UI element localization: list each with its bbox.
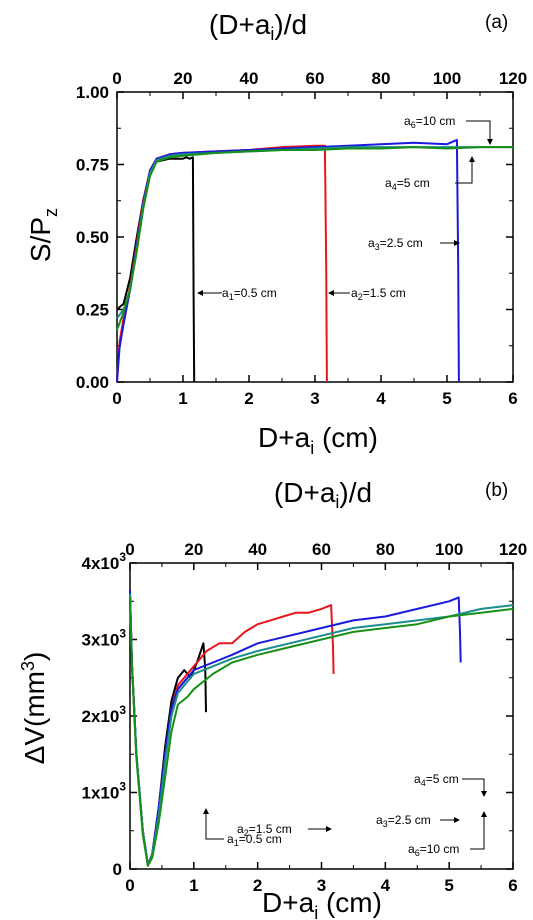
- annotation-a2-arrowhead: [328, 290, 334, 296]
- panel-b-series: [129, 589, 514, 867]
- annotation-a4: a4=5 cm: [385, 156, 475, 192]
- series-line-a1.5: [129, 593, 335, 867]
- annotation-b1-label: a1=0.5 cm: [227, 832, 282, 848]
- annotation-b6-arrow: [470, 815, 485, 850]
- y-tick-label: 2x103: [81, 703, 126, 726]
- series-line-a10: [129, 597, 514, 867]
- y-tick-label: 1.00: [76, 83, 109, 102]
- annotation-a2-label: a2=1.5 cm: [351, 286, 406, 302]
- annotation-b3: a3=2.5 cm: [376, 813, 460, 829]
- annotation-a1-label: a1=0.5 cm: [222, 286, 277, 302]
- x-tick-label: 6: [508, 876, 517, 895]
- annotation-a6-arrow: [466, 120, 491, 140]
- annotation-b3-arrowhead: [454, 817, 460, 823]
- series-line-a10: [116, 146, 513, 331]
- panel-b-label: (b): [485, 480, 508, 501]
- annotation-a2: a2=1.5 cm: [328, 286, 406, 302]
- x-tick-label: 3: [317, 876, 326, 895]
- annotation-a4-arrowhead: [469, 156, 475, 162]
- annotation-b4-arrowhead: [481, 791, 487, 797]
- x-tick-label: 0: [112, 389, 121, 408]
- y-tick-label: 4x103: [81, 550, 126, 573]
- annotation-a4-arrow: [455, 160, 473, 184]
- panel-a-label: (a): [485, 12, 508, 33]
- annotation-a6-arrowhead: [487, 139, 493, 145]
- x-tick-label: 5: [444, 876, 453, 895]
- y-tick-label: 0.75: [76, 156, 109, 175]
- annotation-b6-arrowhead: [481, 811, 487, 817]
- x2-tick-label: 0: [112, 69, 121, 88]
- y-tick-label: 0.00: [76, 373, 109, 392]
- annotation-a6: a6=10 cm: [404, 114, 493, 145]
- annotation-b6: a6=10 cm: [408, 811, 487, 858]
- x-tick-label: 2: [253, 876, 262, 895]
- y-tick-label: 0.25: [76, 301, 109, 320]
- panel-b: (D+ai)/d (b) ΔV(mm3) 0012024036048051006…: [18, 477, 527, 920]
- y-tick-label: 3x103: [81, 627, 126, 650]
- panel-a-x2-label: (D+ai)/d: [209, 9, 307, 44]
- annotation-b2-label: a2=1.5 cm: [237, 822, 292, 838]
- x-tick-label: 4: [381, 876, 391, 895]
- series-line-a5: [129, 593, 514, 867]
- annotation-a1-arrowhead: [197, 290, 203, 296]
- annotation-b2: a2=1.5 cm: [237, 822, 332, 838]
- x-tick-label: 6: [508, 389, 517, 408]
- x2-tick-label: 80: [376, 540, 395, 559]
- x-tick-label: 2: [244, 389, 253, 408]
- annotation-b4-arrow: [462, 778, 485, 792]
- x2-tick-label: 20: [184, 540, 203, 559]
- x2-tick-label: 100: [435, 540, 463, 559]
- annotation-a3-arrowhead: [454, 240, 460, 246]
- y-tick-label: 0.50: [76, 228, 109, 247]
- series-line-a5: [116, 146, 513, 319]
- annotation-a3: a3=2.5 cm: [368, 236, 460, 252]
- panel-b-x2-label: (D+ai)/d: [274, 477, 372, 512]
- x-tick-label: 0: [125, 876, 134, 895]
- annotation-b1: a1=0.5 cm: [203, 808, 282, 848]
- x2-tick-label: 120: [499, 69, 527, 88]
- x-tick-label: 4: [376, 389, 386, 408]
- x-tick-label: 3: [310, 389, 319, 408]
- panel-a-ticks: 00120240360480510061200.000.250.500.751.…: [76, 69, 527, 408]
- annotation-b3-label: a3=2.5 cm: [376, 813, 431, 829]
- panel-a-x-label: D+ai (cm): [258, 422, 378, 458]
- series-line-a0.5: [116, 156, 196, 383]
- y-tick-label: 1x103: [81, 780, 126, 803]
- annotation-b4: a4=5 cm: [414, 772, 487, 797]
- y-tick-label: 0: [113, 860, 122, 879]
- x2-tick-label: 40: [240, 69, 259, 88]
- annotation-b1-arrow: [205, 812, 224, 840]
- x2-tick-label: 120: [499, 540, 527, 559]
- panel-a: (D+ai)/d (a) S/Pz 0012024036048051006120…: [25, 9, 527, 458]
- annotation-b6-label: a6=10 cm: [408, 842, 459, 858]
- panel-a-y-label: S/Pz: [25, 208, 61, 262]
- x-tick-label: 1: [189, 876, 198, 895]
- panel-a-series: [116, 138, 513, 383]
- annotation-a4-label: a4=5 cm: [385, 176, 430, 192]
- annotation-b2-arrowhead: [326, 826, 332, 832]
- annotation-b1-arrowhead: [203, 808, 209, 814]
- x2-tick-label: 80: [372, 69, 391, 88]
- panel-a-plot-frame: [116, 91, 514, 383]
- x2-tick-label: 40: [248, 540, 267, 559]
- x2-tick-label: 100: [433, 69, 461, 88]
- panel-b-ticks: 001202403604805100612001x1032x1033x1034x…: [81, 540, 527, 895]
- x2-tick-label: 0: [125, 540, 134, 559]
- x2-tick-label: 20: [174, 69, 193, 88]
- annotation-a6-label: a6=10 cm: [404, 114, 455, 130]
- x2-tick-label: 60: [306, 69, 325, 88]
- x-tick-label: 5: [442, 389, 451, 408]
- panel-b-x-label: D+ai (cm): [262, 887, 382, 920]
- annotation-a3-label: a3=2.5 cm: [368, 236, 423, 252]
- annotation-b4-label: a4=5 cm: [414, 772, 459, 788]
- x2-tick-label: 60: [312, 540, 331, 559]
- annotation-a1: a1=0.5 cm: [197, 286, 277, 302]
- x-tick-label: 1: [178, 389, 187, 408]
- panel-b-y-label: ΔV(mm3): [18, 652, 50, 765]
